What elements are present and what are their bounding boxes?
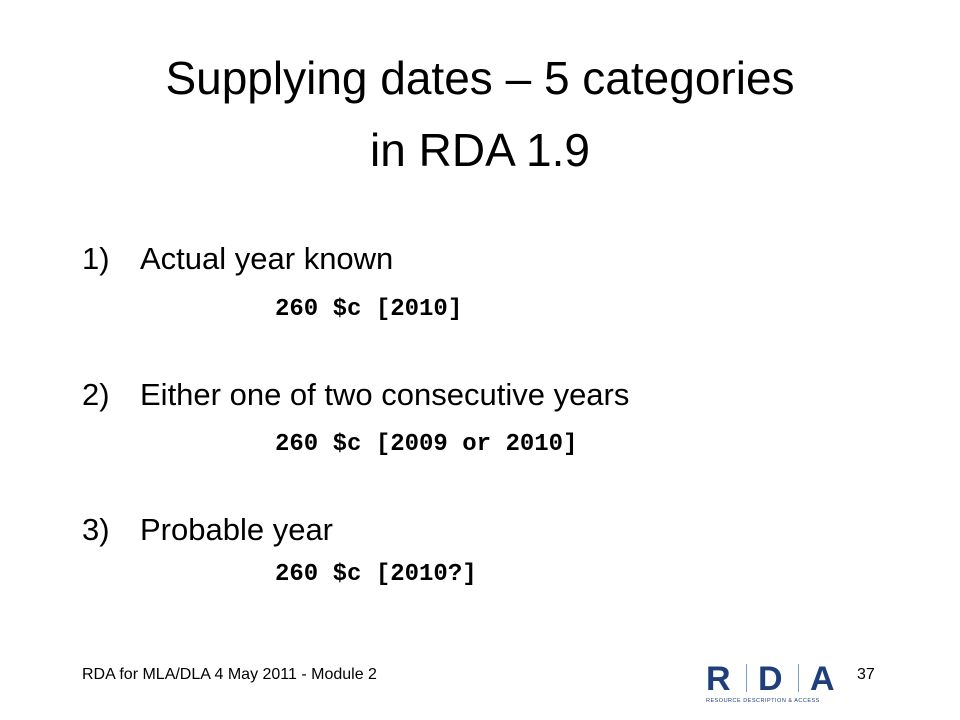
item-example: 260 $c [2010] <box>275 296 463 323</box>
item-number: 2) <box>82 377 110 412</box>
page-number: 37 <box>857 666 875 683</box>
item-text: Probable year <box>140 512 334 547</box>
logo-letter: A <box>810 660 835 698</box>
logo-divider <box>746 664 747 692</box>
footer-text: RDA for MLA/DLA 4 May 2011 - Module 2 <box>82 666 377 683</box>
logo-letter: D <box>758 660 783 698</box>
logo-letter: R <box>706 660 731 698</box>
title-line: Supplying dates – 5 categories <box>165 52 795 104</box>
logo-divider <box>798 664 799 692</box>
logo-tagline: RESOURCE DESCRIPTION & ACCESS <box>706 698 820 704</box>
title-line: in RDA 1.9 <box>370 124 590 176</box>
item-number: 3) <box>82 512 110 547</box>
item-example: 260 $c [2009 or 2010] <box>275 431 578 458</box>
item-text: Either one of two consecutive years <box>140 377 630 412</box>
item-number: 1) <box>82 241 110 276</box>
item-text: Actual year known <box>140 241 394 276</box>
item-example: 260 $c [2010?] <box>275 561 477 588</box>
